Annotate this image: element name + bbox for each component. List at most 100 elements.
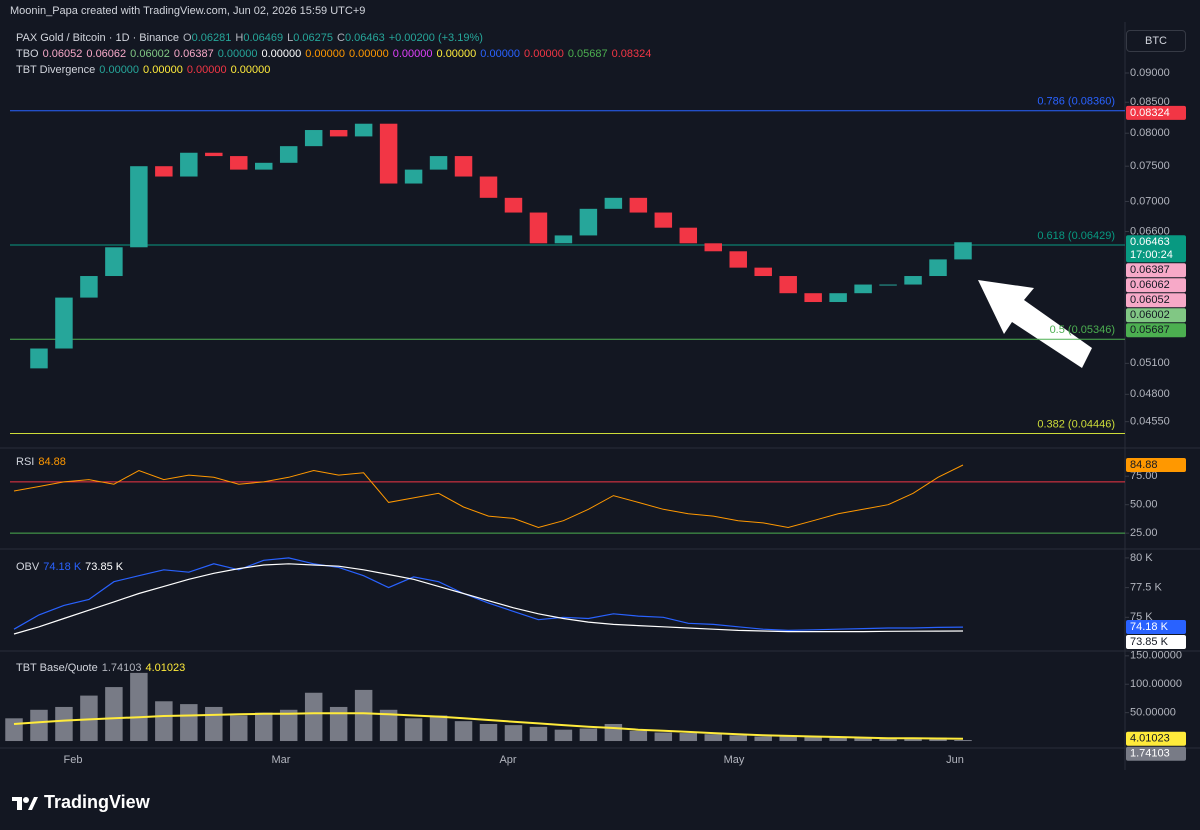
tbt-bar [130,672,148,742]
tbt-bar [854,737,872,742]
ohlc-value: 0.06463 [344,32,385,44]
tbt-bar [804,737,822,742]
x-tick-label: Jun [946,754,964,766]
legend-value: 0.00000 [348,48,389,60]
tbt-bar [679,733,698,742]
candle [604,197,623,209]
candle [80,276,98,298]
tbt-bar [379,709,398,742]
legend-divergence: TBT Divergence 0.00000 0.00000 0.00000 0.000… [16,64,274,76]
tbt-bar [354,689,373,742]
legend-title: TBT Divergence [16,64,96,76]
candle [429,156,448,170]
obv-line [13,563,964,635]
x-tick-label: Feb [64,754,83,766]
candle [479,176,498,198]
candle [654,212,673,228]
price-tag-bg [1126,263,1186,278]
obv-tag: 74.18 K [1130,621,1169,633]
ohlc-value: 0.06469 [243,32,284,44]
candle [554,235,573,244]
y-tick-label: 0.09000 [1130,67,1170,79]
tbt-bar [304,692,323,742]
tbt-bar [904,738,922,742]
legend-main: PAX Gold / Bitcoin · 1D · Binance O0.0628… [16,32,487,44]
ohlc-value: 0.06275 [293,32,333,44]
price-tag: 0.06062 [1130,279,1170,291]
legend-tbt: TBT Base/Quote 1.74103 4.01023 [16,662,189,674]
tbt-bar [704,734,723,742]
legend-value: 4.01023 [145,662,186,674]
tbt-bar [80,695,98,742]
legend-obv: OBV 74.18 K 73.85 K [16,561,127,573]
y-tick-label: 0.06600 [1130,225,1170,237]
candle [180,152,198,177]
tbt-bar [779,736,797,742]
legend-value: 0.00000 [230,64,271,76]
price-tag-bg [1126,105,1186,120]
candle [454,156,473,177]
tbt-bar [829,737,847,742]
tbt-bar [5,718,23,742]
y-tick-label: 77.5 K [1130,582,1162,594]
price-tag-bg [1126,278,1186,293]
legend-value: 74.18 K [43,561,82,573]
candle [854,284,872,294]
candle [779,276,797,294]
fib-label: 0.786 (0.08360) [1037,96,1115,108]
obv-tag-bg [1126,620,1186,635]
y-tick-label: 80 K [1130,552,1153,564]
tbt-bar [729,735,747,742]
tbt-bar [754,736,772,742]
price-tag-countdown: 17:00:24 [1130,249,1173,261]
tbt-bar [205,706,223,742]
tbt-bar [230,715,248,742]
ohlc-key: L [287,32,294,44]
y-tick-label: 75.00 [1130,470,1158,482]
ohlc-key: C [336,32,345,44]
candle [804,293,822,303]
candle [579,208,598,236]
tbt-bar [105,687,123,742]
legend-value: 0.05687 [567,48,608,60]
legend-title: OBV [16,561,40,573]
candle [379,123,398,184]
price-tag: 0.06387 [1130,264,1170,276]
obv-line [13,557,964,632]
y-tick-label: 0.08000 [1130,127,1170,139]
candle [230,156,248,170]
symbol-button[interactable]: BTC [1126,30,1186,52]
candle [279,146,298,163]
header: Moonin_Papa created with TradingView.com… [10,5,366,17]
candle [629,197,648,213]
tbt-tag: 4.01023 [1130,733,1170,745]
rsi-tag-bg [1126,457,1186,472]
tbt-bar [254,712,273,742]
price-tag: 0.06002 [1130,309,1170,321]
y-tick-label: 100.00000 [1130,678,1182,690]
candle [130,166,148,248]
candle [529,212,548,244]
legend-value: 0.00000 [217,48,258,60]
candle [304,130,323,147]
y-tick-label: 0.07500 [1130,160,1170,172]
candle [904,276,922,285]
candle [55,297,73,349]
y-tick-label: 150.00000 [1130,650,1182,662]
candle [504,197,523,213]
tbt-bar [954,740,972,742]
y-tick-label: 0.07000 [1130,195,1170,207]
price-tag: 0.06052 [1130,294,1170,306]
ohlc-value: 0.06281 [191,32,232,44]
candle [329,130,348,137]
rsi-tag: 84.88 [1130,459,1158,471]
ohlc-key: H [235,32,244,44]
candle [929,259,947,277]
tbt-bar [604,723,623,742]
legend-value: 0.08324 [611,48,652,60]
legend-value: 0.00000 [436,48,477,60]
candle [729,251,747,268]
legend-value: 0.06052 [42,48,83,60]
